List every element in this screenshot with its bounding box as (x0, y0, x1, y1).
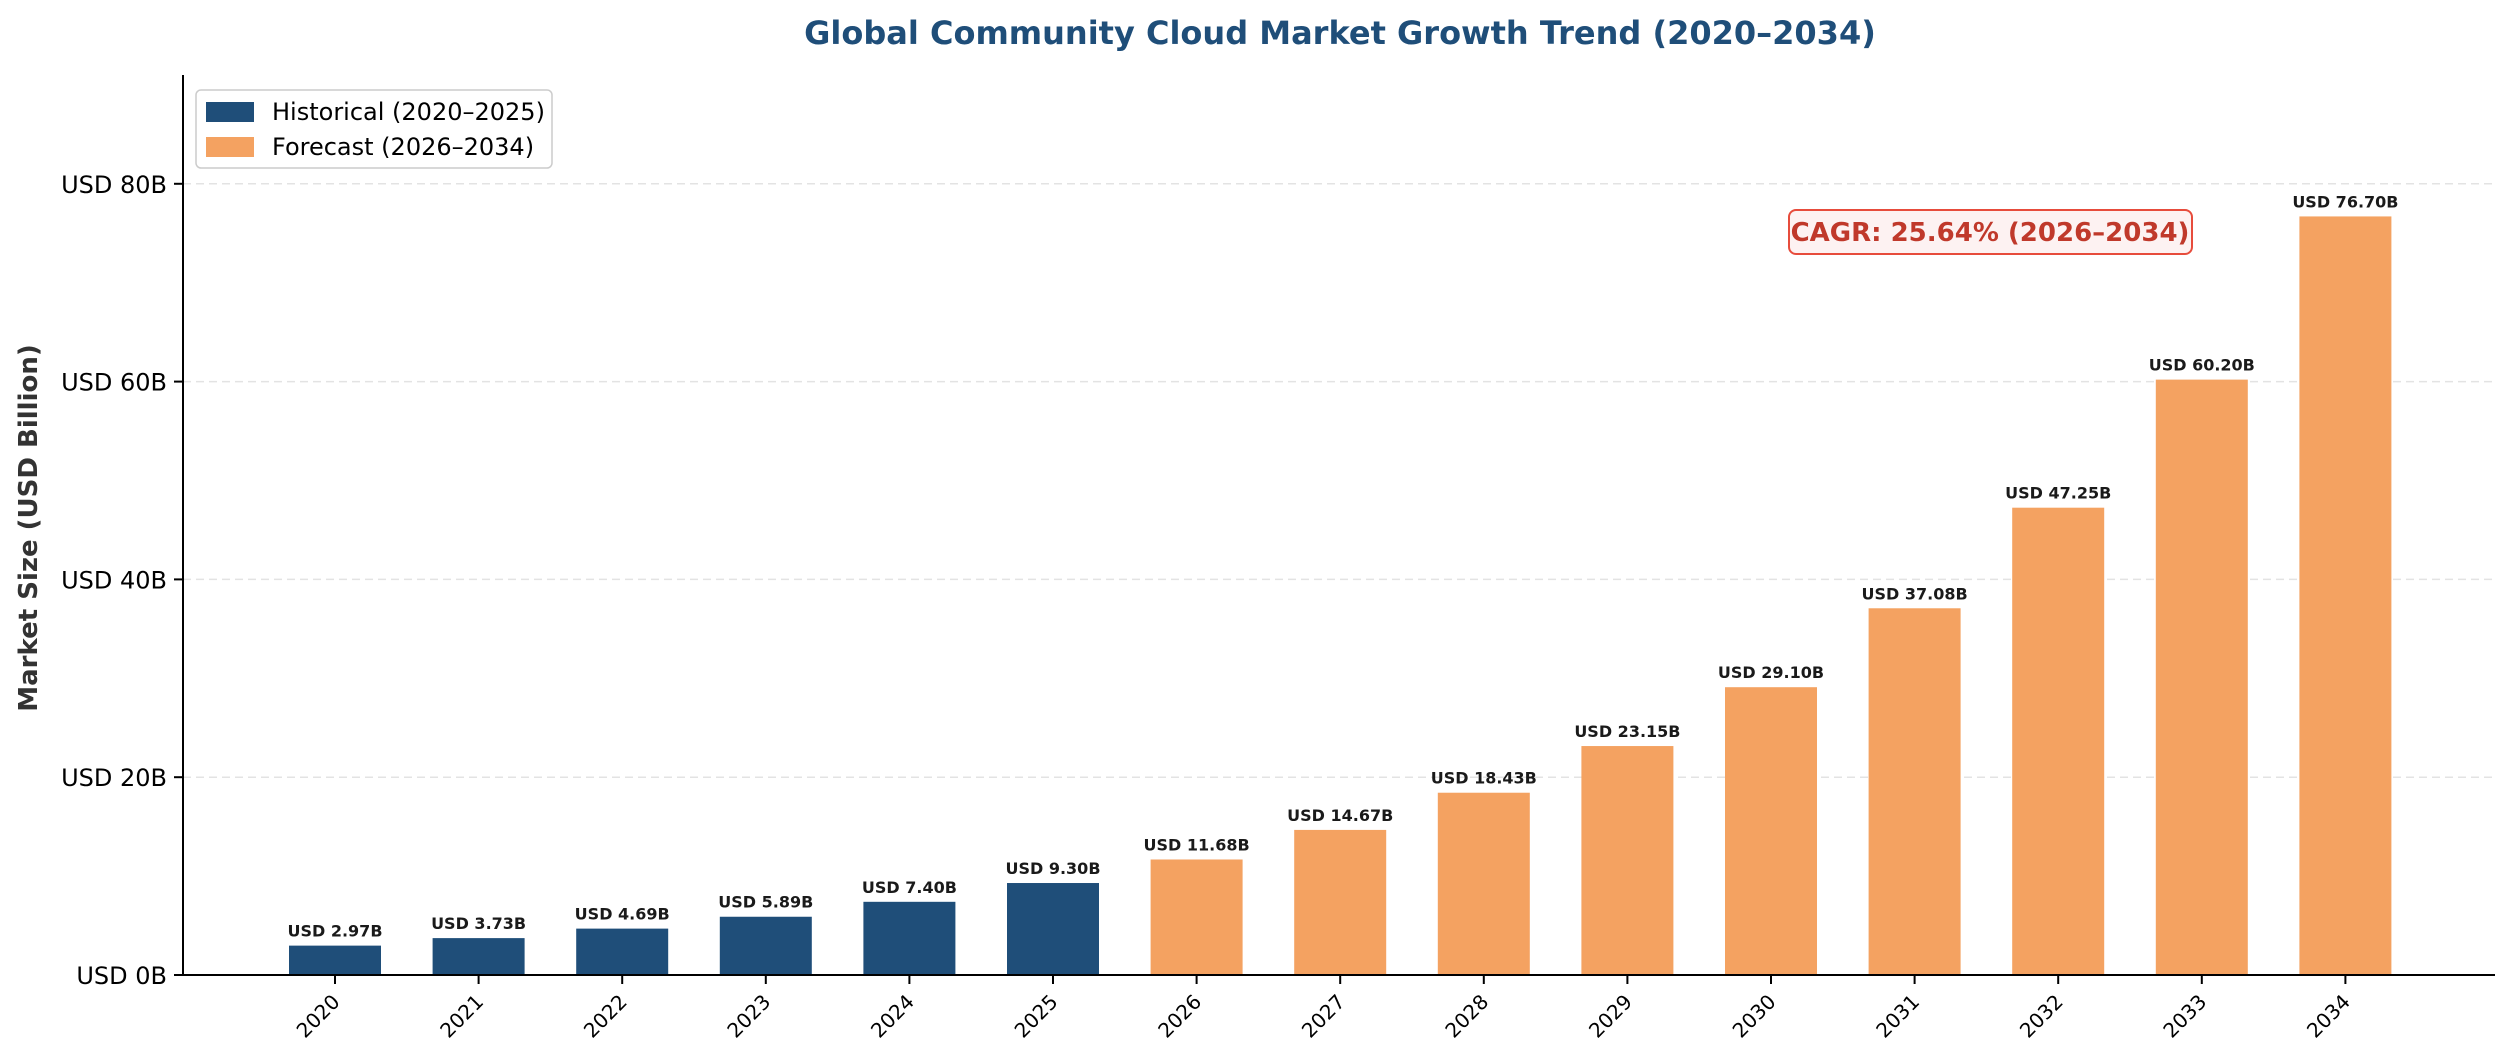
chart-title: Global Community Cloud Market Growth Tre… (804, 14, 1876, 52)
data-label-2034: USD 76.70B (2292, 192, 2398, 211)
data-labels: USD 2.97B USD 3.73B USD 4.69B USD 5.89B USD … (287, 192, 2398, 940)
data-label-2029: USD 23.15B (1574, 722, 1680, 741)
x-tick-label-2034: 2034 (2302, 990, 2355, 1043)
bar-2028 (1437, 792, 1530, 975)
bar-2034 (2299, 216, 2392, 975)
data-label-2027: USD 14.67B (1287, 806, 1393, 825)
legend: Historical (2020–2025) Forecast (2026–20… (195, 89, 553, 169)
bars (289, 216, 2392, 976)
cagr-annotation-text: CAGR: 25.64% (2026–2034) (1791, 218, 2190, 248)
x-ticks: 2020 2021 2022 2023 2024 2025 2026 2027 2028 2029… (292, 975, 2355, 1043)
x-tick-label-2020: 2020 (292, 990, 345, 1043)
x-tick-label-2026: 2026 (1153, 990, 1206, 1043)
data-label-2024: USD 7.40B (862, 878, 957, 897)
y-ticks: USD 0B USD 20B USD 40B USD 60B USD 80B (61, 171, 183, 990)
bar-2029 (1581, 746, 1674, 975)
x-tick-label-2025: 2025 (1010, 990, 1063, 1043)
x-tick-label-2027: 2027 (1297, 990, 1350, 1043)
x-tick-label-2022: 2022 (579, 990, 632, 1043)
x-tick-label-2032: 2032 (2015, 990, 2068, 1043)
x-tick-label-2031: 2031 (1871, 990, 1924, 1043)
data-label-2032: USD 47.25B (2005, 484, 2111, 503)
data-label-2023: USD 5.89B (718, 893, 813, 912)
bar-2032 (2012, 507, 2105, 975)
x-tick-label-2033: 2033 (2158, 990, 2211, 1043)
data-label-2025: USD 9.30B (1005, 859, 1100, 878)
data-label-2021: USD 3.73B (431, 914, 526, 933)
data-label-2022: USD 4.69B (575, 905, 670, 924)
bar-2030 (1725, 687, 1817, 975)
y-tick-label: USD 40B (61, 566, 167, 594)
cagr-annotation: CAGR: 25.64% (2026–2034) (1788, 209, 2193, 255)
x-tick-label-2021: 2021 (435, 990, 488, 1043)
bar-2020 (289, 945, 381, 975)
y-tick-label: USD 80B (61, 171, 167, 199)
y-tick-label: USD 20B (61, 764, 167, 792)
x-tick-label-2023: 2023 (722, 990, 775, 1043)
data-label-2020: USD 2.97B (287, 922, 382, 941)
data-label-2031: USD 37.08B (1862, 584, 1968, 603)
bar-2031 (1868, 608, 1961, 975)
bar-2022 (576, 928, 669, 975)
data-label-2033: USD 60.20B (2149, 356, 2255, 375)
bar-2023 (719, 916, 812, 975)
bar-2024 (863, 901, 956, 975)
x-tick-label-2028: 2028 (1440, 990, 1493, 1043)
bar-2033 (2155, 379, 2248, 976)
x-tick-label-2024: 2024 (866, 990, 919, 1043)
legend-swatch-historical (206, 102, 254, 122)
data-label-2028: USD 18.43B (1431, 769, 1537, 788)
legend-label-historical: Historical (2020–2025) (272, 98, 545, 126)
x-tick-label-2030: 2030 (1728, 990, 1781, 1043)
data-label-2026: USD 11.68B (1144, 835, 1250, 854)
cagr-annotation-box (1788, 209, 2193, 255)
bar-2021 (432, 938, 525, 975)
y-axis-label: Market Size (USD Billion) (14, 344, 44, 711)
legend-label-forecast: Forecast (2026–2034) (272, 133, 534, 161)
gridlines (183, 183, 2495, 778)
y-tick-label: USD 60B (61, 369, 167, 397)
x-tick-label-2029: 2029 (1584, 990, 1637, 1043)
bar-2026 (1150, 859, 1243, 975)
y-tick-label: USD 0B (76, 962, 167, 990)
data-label-2030: USD 29.10B (1718, 663, 1824, 682)
bar-2027 (1294, 829, 1387, 975)
legend-box (195, 89, 553, 169)
legend-swatch-forecast (206, 137, 254, 157)
bar-2025 (1007, 883, 1099, 975)
